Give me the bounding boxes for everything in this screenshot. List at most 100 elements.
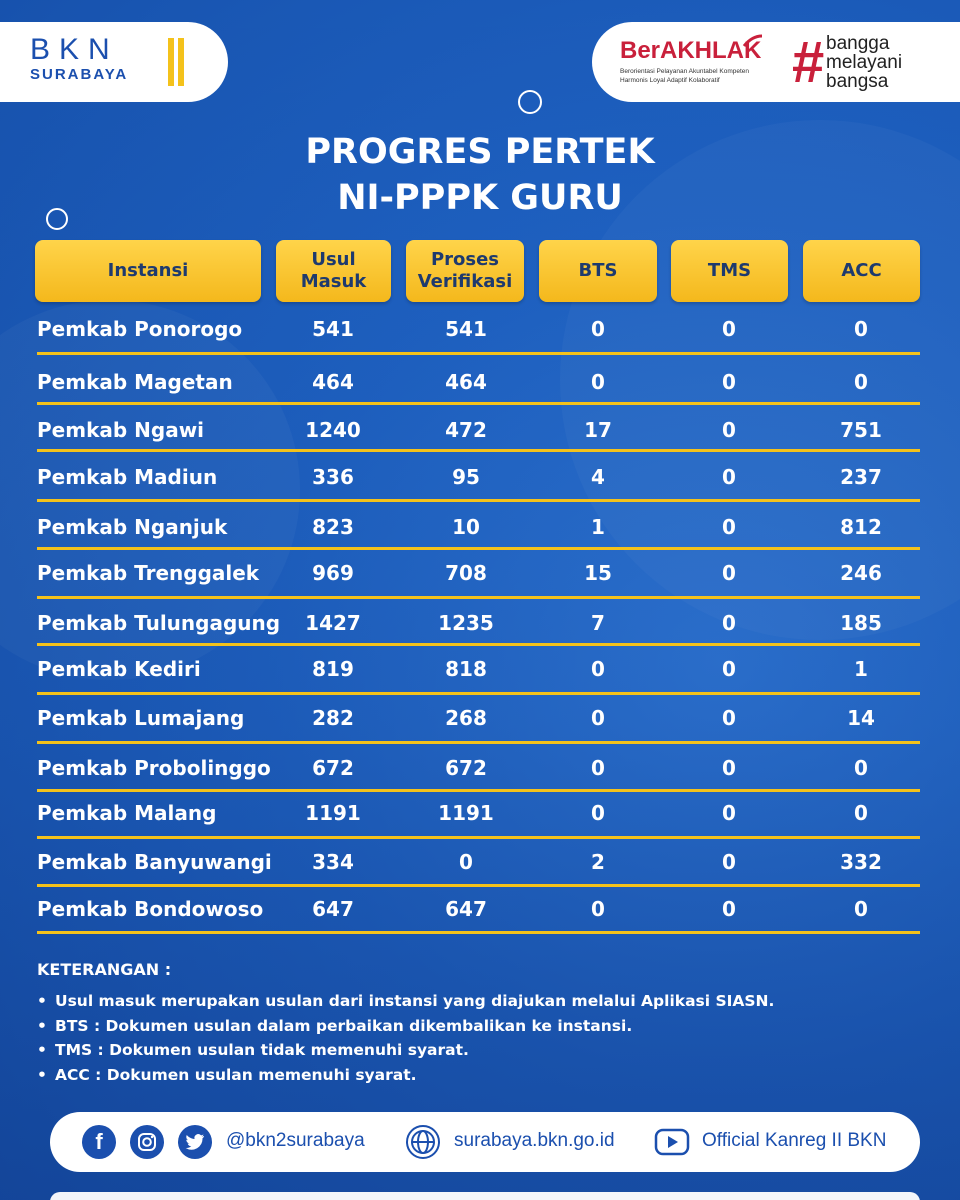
cell-proses: 268 xyxy=(445,706,487,730)
header-instansi: Instansi xyxy=(35,240,261,302)
row-separator xyxy=(37,692,920,695)
cell-bts: 17 xyxy=(584,418,612,442)
cell-instansi: Pemkab Nganjuk xyxy=(37,515,228,539)
cell-tms: 0 xyxy=(722,801,736,825)
cell-tms: 0 xyxy=(722,897,736,921)
notes-title: KETERANGAN : xyxy=(37,960,172,979)
cell-usul: 282 xyxy=(312,706,354,730)
header-label: Proses xyxy=(430,249,500,270)
cell-acc: 332 xyxy=(840,850,882,874)
cell-usul: 819 xyxy=(312,657,354,681)
cell-proses: 0 xyxy=(459,850,473,874)
cell-usul: 334 xyxy=(312,850,354,874)
cell-proses: 1235 xyxy=(438,611,494,635)
cell-tms: 0 xyxy=(722,706,736,730)
header-usul-masuk: Usul Masuk xyxy=(276,240,391,302)
cell-acc: 0 xyxy=(854,801,868,825)
cell-usul: 1191 xyxy=(305,801,361,825)
berakhlak-banner: BerAKHLAK Berorientasi Pelayanan Akuntab… xyxy=(592,22,960,102)
row-separator xyxy=(37,352,920,355)
row-separator xyxy=(37,643,920,646)
cell-tms: 0 xyxy=(722,418,736,442)
background-decoration xyxy=(0,300,300,680)
header-label: Instansi xyxy=(107,260,189,281)
cell-bts: 0 xyxy=(591,370,605,394)
cell-proses: 10 xyxy=(452,515,480,539)
cell-acc: 246 xyxy=(840,561,882,585)
cell-tms: 0 xyxy=(722,317,736,341)
circle-decoration xyxy=(518,90,542,114)
cell-tms: 0 xyxy=(722,756,736,780)
globe-icon[interactable] xyxy=(406,1125,440,1159)
header-label: Verifikasi xyxy=(417,271,513,292)
cell-proses: 708 xyxy=(445,561,487,585)
cell-bts: 0 xyxy=(591,657,605,681)
cell-bts: 0 xyxy=(591,756,605,780)
row-separator xyxy=(37,741,920,744)
row-separator xyxy=(37,547,920,550)
website-link[interactable]: surabaya.bkn.go.id xyxy=(454,1130,615,1151)
social-footer: f @bkn2surabaya surabaya.bkn.go.id Offic… xyxy=(50,1112,920,1172)
cell-tms: 0 xyxy=(722,515,736,539)
cell-acc: 237 xyxy=(840,465,882,489)
cell-usul: 969 xyxy=(312,561,354,585)
cell-proses: 541 xyxy=(445,317,487,341)
cell-tms: 0 xyxy=(722,370,736,394)
cell-bts: 4 xyxy=(591,465,605,489)
cell-bts: 2 xyxy=(591,850,605,874)
cell-proses: 1191 xyxy=(438,801,494,825)
youtube-icon[interactable] xyxy=(654,1127,690,1157)
header-label: ACC xyxy=(841,260,882,281)
cell-proses: 672 xyxy=(445,756,487,780)
cell-bts: 15 xyxy=(584,561,612,585)
cell-bts: 0 xyxy=(591,706,605,730)
bangga-text: melayani xyxy=(826,52,903,73)
row-separator xyxy=(37,836,920,839)
berakhlak-logo: BerAKHLAK xyxy=(620,37,762,64)
cell-proses: 95 xyxy=(452,465,480,489)
cell-bts: 1 xyxy=(591,515,605,539)
cell-instansi: Pemkab Tulungagung xyxy=(37,611,281,635)
bottom-strip xyxy=(50,1192,920,1200)
youtube-channel[interactable]: Official Kanreg II BKN xyxy=(702,1130,887,1151)
note-item: Usul masuk merupakan usulan dari instans… xyxy=(37,989,774,1014)
social-handle[interactable]: @bkn2surabaya xyxy=(226,1130,365,1151)
instagram-icon[interactable] xyxy=(130,1125,164,1159)
row-separator xyxy=(37,449,920,452)
cell-proses: 647 xyxy=(445,897,487,921)
cell-tms: 0 xyxy=(722,465,736,489)
logo-name: BKN xyxy=(30,33,119,66)
cell-usul: 1240 xyxy=(305,418,361,442)
cell-tms: 0 xyxy=(722,611,736,635)
cell-bts: 0 xyxy=(591,897,605,921)
logo-stripe xyxy=(168,38,174,86)
cell-acc: 751 xyxy=(840,418,882,442)
header-bts: BTS xyxy=(539,240,657,302)
cell-instansi: Pemkab Lumajang xyxy=(37,706,245,730)
facebook-icon[interactable]: f xyxy=(82,1125,116,1159)
cell-instansi: Pemkab Kediri xyxy=(37,657,201,681)
cell-usul: 823 xyxy=(312,515,354,539)
cell-usul: 336 xyxy=(312,465,354,489)
swoosh-icon xyxy=(742,34,763,47)
cell-proses: 818 xyxy=(445,657,487,681)
row-separator xyxy=(37,402,920,405)
row-separator xyxy=(37,931,920,934)
row-separator xyxy=(37,499,920,502)
page-title: PROGRES PERTEK xyxy=(305,132,655,172)
cell-usul: 1427 xyxy=(305,611,361,635)
header-label: Masuk xyxy=(300,271,367,292)
cell-usul: 541 xyxy=(312,317,354,341)
bkn-logo: BKN SURABAYA xyxy=(0,22,228,102)
cell-bts: 0 xyxy=(591,317,605,341)
logo-stripe xyxy=(178,38,184,86)
header-label: Usul xyxy=(311,249,356,270)
twitter-icon[interactable] xyxy=(178,1125,212,1159)
cell-acc: 0 xyxy=(854,317,868,341)
cell-acc: 14 xyxy=(847,706,875,730)
cell-acc: 0 xyxy=(854,370,868,394)
cell-proses: 472 xyxy=(445,418,487,442)
row-separator xyxy=(37,884,920,887)
cell-tms: 0 xyxy=(722,657,736,681)
